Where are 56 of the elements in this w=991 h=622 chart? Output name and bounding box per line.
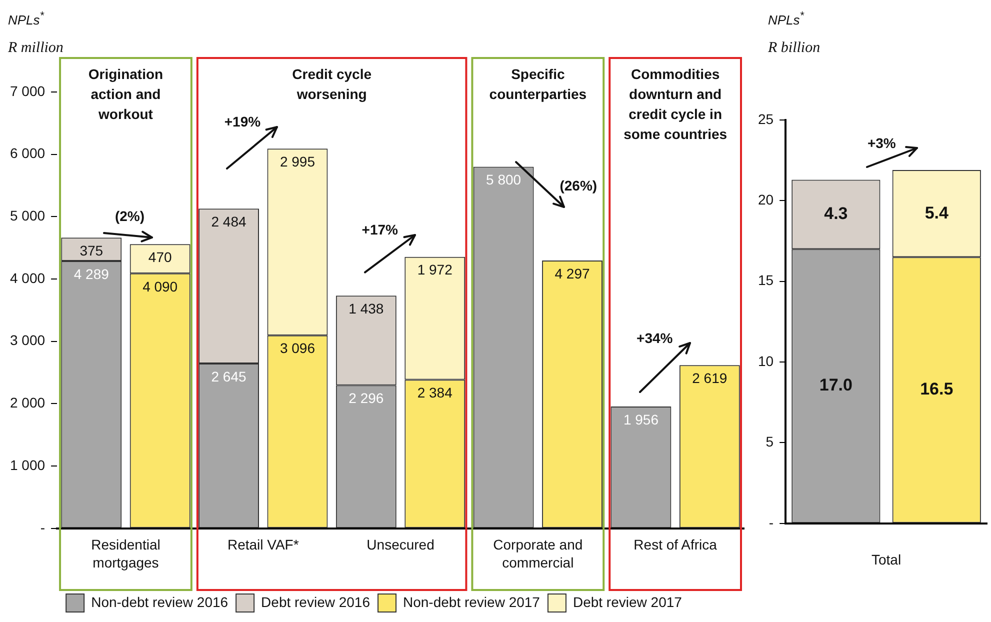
data-label: 4.3 xyxy=(824,204,848,224)
y-tick-label: 5 000 xyxy=(10,208,46,224)
legend-label: Non-debt review 2016 xyxy=(91,594,228,610)
data-label: 2 384 xyxy=(417,384,453,401)
data-label: 375 xyxy=(80,242,104,258)
legend-label: Non-debt review 2017 xyxy=(403,594,540,610)
y-tick-label: 7 000 xyxy=(10,82,46,99)
y-tick-label: 15 xyxy=(758,272,774,288)
data-label: 1 438 xyxy=(348,300,384,316)
y-tick-label: 10 xyxy=(758,352,774,369)
data-label: 2 619 xyxy=(692,370,728,386)
data-label: 2 484 xyxy=(211,214,246,230)
annotation: +34% xyxy=(636,330,674,346)
data-label: 4 090 xyxy=(142,278,178,294)
x-tick-label: Rest of Africa xyxy=(634,536,718,552)
annotation: (2%) xyxy=(114,208,145,224)
x-tick-label: Retail VAF* xyxy=(227,536,300,552)
data-label: 1 972 xyxy=(417,262,453,278)
data-label: 17.0 xyxy=(819,376,852,395)
x-tick-label: Corporate and commercial xyxy=(493,536,583,570)
x-tick-label: Residential mortgages xyxy=(91,536,160,570)
data-label: 4 289 xyxy=(74,266,110,282)
y-tick-label: 5 xyxy=(766,434,774,450)
y-tick-label: 25 xyxy=(758,110,774,127)
y-tick-label: 20 xyxy=(758,192,774,208)
annotation: Commodities downturn and credit cycle in some countries xyxy=(624,66,728,142)
x-axis-title: Total xyxy=(871,551,902,568)
annotation: +3% xyxy=(867,134,896,151)
annotation: +17% xyxy=(362,222,399,238)
data-label: 2 645 xyxy=(211,368,246,384)
legend-label: Debt review 2016 xyxy=(261,594,370,610)
data-label: 2 296 xyxy=(348,390,384,406)
x-tick-label: Unsecured xyxy=(366,536,434,552)
data-label: 2 995 xyxy=(280,154,316,170)
y-tick-label: 6 000 xyxy=(10,145,46,162)
y-tick-label: - xyxy=(768,514,774,530)
data-label: 470 xyxy=(148,248,172,265)
annotation: Credit cycle worsening xyxy=(292,66,372,102)
annotation: Specific counterparties xyxy=(489,66,587,102)
text: NPLs$^{*}$ R million xyxy=(8,10,64,56)
y-tick-label: 3 000 xyxy=(10,332,46,348)
data-label: 3 096 xyxy=(280,340,316,356)
data-label: 5 800 xyxy=(486,172,522,188)
legend-label: Debt review 2017 xyxy=(572,594,682,610)
annotation: +19% xyxy=(224,114,262,130)
y-tick-label: 1 000 xyxy=(10,456,46,473)
y-tick-label: - xyxy=(40,519,46,536)
text: NPLs$^{*}$ R billion xyxy=(768,10,820,56)
y-tick-label: 4 000 xyxy=(10,270,46,286)
data-label: 16.5 xyxy=(920,380,954,399)
data-label: 5.4 xyxy=(924,203,949,222)
data-label: 1 956 xyxy=(623,411,659,428)
annotation: Origination action and workout xyxy=(88,66,164,122)
annotation: (26%) xyxy=(560,178,598,194)
data-label: 4 297 xyxy=(554,265,590,282)
y-tick-label: 2 000 xyxy=(10,394,46,411)
